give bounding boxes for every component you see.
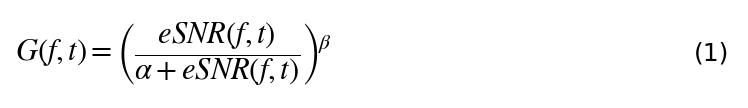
Text: (1): (1) bbox=[694, 42, 729, 66]
Text: $G(f, t) = \left(\dfrac{eSNR(f, t)}{\alpha + eSNR(f, t)}\right)^{\!\beta}$: $G(f, t) = \left(\dfrac{eSNR(f, t)}{\alp… bbox=[15, 20, 331, 88]
